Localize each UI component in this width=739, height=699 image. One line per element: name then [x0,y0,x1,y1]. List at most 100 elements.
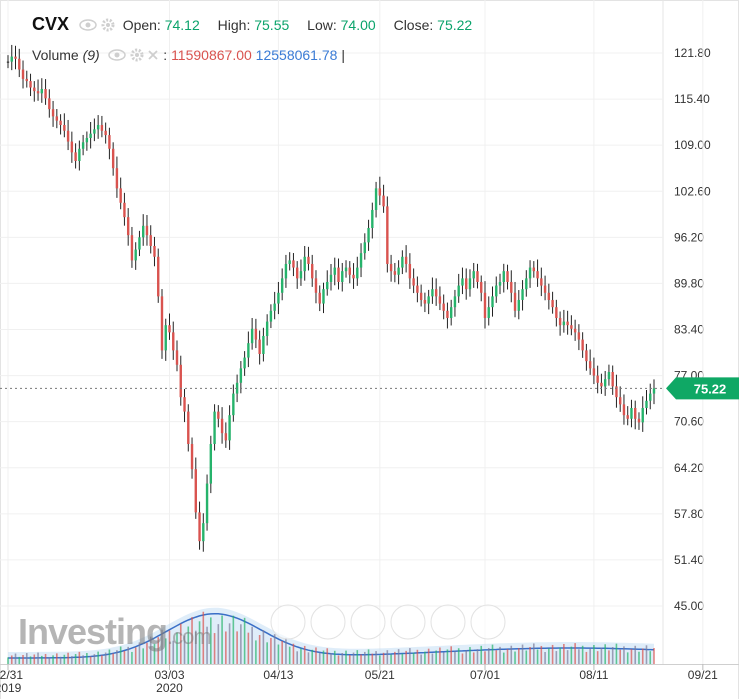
candle-body [341,271,344,282]
y-tick-label: 109.00 [674,138,711,152]
y-tick-label: 96.20 [674,230,704,244]
candle-body [48,98,51,110]
candle-body [250,328,254,344]
x-tick-label: 03/03 [154,668,184,682]
candle-body [419,292,423,300]
candle-body [615,386,618,398]
candle-body [570,325,573,329]
volume-ma-value: 12558061.78 [255,47,338,63]
candle-body [382,195,385,207]
candle-body [179,364,182,398]
low-value: 74.00 [340,17,376,33]
y-tick-label: 57.80 [674,507,704,521]
candle-body [495,285,498,297]
candle-body [371,209,374,228]
candle-body [453,296,457,308]
y-tick-label: 70.60 [674,415,704,429]
candle-body [412,278,415,286]
zoom-reset-icon[interactable] [350,604,386,640]
candle-body [461,278,464,286]
candle-body [168,325,171,333]
x-tick-label: 12/31 [0,668,23,682]
candle-body [89,133,92,138]
candle-body [525,278,528,290]
y-tick-label: 51.40 [674,553,704,567]
gear-icon[interactable] [101,18,115,35]
close-value: 75.22 [437,17,473,33]
candle-body [63,125,66,131]
candle-body [160,296,164,351]
candle-body [134,249,137,261]
candle-body [600,382,603,387]
candle-body [209,443,213,484]
candle-body [85,137,89,143]
candle-body [337,267,340,282]
eye-icon[interactable] [107,48,126,65]
candle-body [517,299,520,311]
candle-body [115,168,119,189]
candle-body [649,393,652,401]
zoom-in-icon[interactable] [390,604,426,640]
candle-body [592,368,596,376]
candle-body [457,285,460,297]
candle-body [513,292,517,311]
candle-body [487,307,490,318]
candle-body [491,296,494,308]
candle-body [258,339,261,354]
candle-body [299,271,303,279]
candle-body [172,332,175,351]
arrow-left-icon[interactable] [270,604,306,640]
candle-body [551,299,554,308]
header-row: CVX Open: 74.12 High: 75.55 Low: 74.00 C… [32,14,472,35]
candle-body [149,235,152,246]
candle-body [427,296,430,304]
candle-body [618,397,622,405]
investing-watermark: Investing.com [18,611,212,653]
candle-body [630,407,633,419]
volume-separator: : [163,47,168,63]
zoom-out-icon[interactable] [310,604,346,640]
candle-body [164,325,167,351]
candle-body [307,256,310,264]
candle-body [547,292,551,300]
candle-body [645,400,648,408]
candle-body [577,332,581,340]
candle-body [138,237,141,250]
candle-body [93,129,96,134]
candle-body [652,388,656,394]
candle-body [626,415,629,419]
candle-body [6,61,10,63]
volume-period: (9) [82,47,100,63]
close-icon[interactable] [147,48,159,64]
candle-body [506,271,509,282]
gear-icon[interactable] [130,48,144,65]
candle-body [187,411,190,444]
eye-icon[interactable] [79,18,97,35]
y-tick-label: 83.40 [674,323,704,337]
candle-body [404,256,408,264]
candle-body [235,382,239,394]
candle-body [634,407,637,419]
candle-body [157,256,160,297]
candle-body [386,206,389,264]
candle-body [562,321,566,326]
candle-body [480,281,483,293]
fit-screen-icon[interactable] [430,604,466,640]
candle-body [532,267,536,272]
candle-body [194,469,197,513]
candle-body [540,278,543,286]
low-label: Low: [307,17,337,33]
candle-body [14,56,17,59]
candle-body [232,393,235,416]
high-value: 75.55 [254,17,290,33]
candle-body [284,263,288,279]
candle-body [10,56,13,62]
arrow-right-icon[interactable] [470,604,506,640]
candle-body [265,321,269,336]
y-tick-label: 64.20 [674,461,704,475]
candle-body [18,58,21,70]
candle-body [295,267,299,279]
volume-value: 11590867.00 [171,47,252,63]
candle-body [363,242,367,254]
